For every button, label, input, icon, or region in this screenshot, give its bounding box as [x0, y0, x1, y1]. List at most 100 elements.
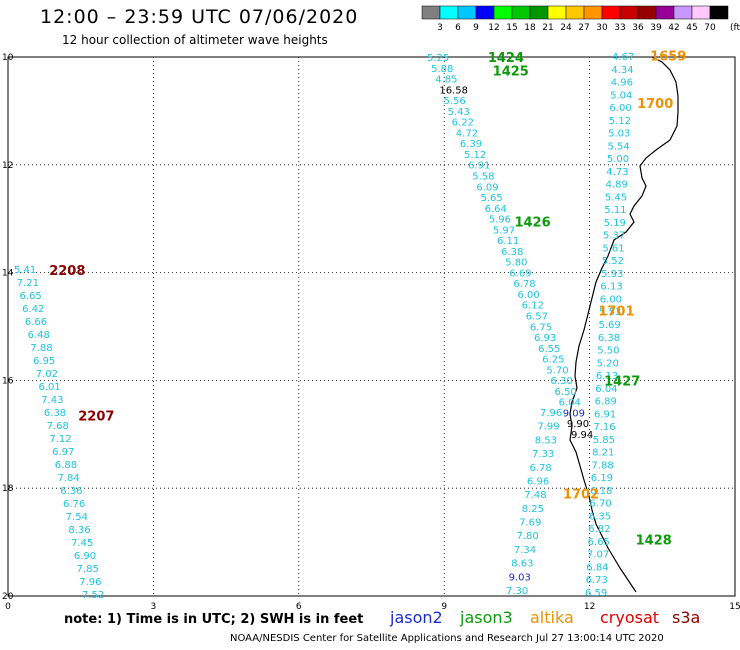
lat-tick-label: 10 [2, 53, 14, 63]
swh-value: 6.84 [586, 562, 608, 573]
swh-value: 6.22 [452, 118, 474, 129]
swh-value: 6.91 [594, 409, 616, 420]
swh-value: 6.82 [588, 524, 610, 535]
swh-value: 7.33 [532, 449, 554, 460]
swh-value: 5.45 [605, 192, 627, 203]
lat-tick-label: 18 [2, 484, 14, 494]
lon-tick-label: 6 [296, 602, 302, 610]
swh-value: 6.95 [33, 356, 55, 367]
swh-value: 6.93 [534, 333, 556, 344]
lat-tick-label: 14 [2, 269, 14, 279]
swh-value: 6.04 [559, 398, 581, 409]
lon-tick-label: 12 [584, 602, 595, 610]
swh-value: 7.16 [593, 422, 615, 433]
swh-value: 5.69 [599, 320, 621, 331]
colorbar-label: 45 [686, 23, 697, 33]
pass-label-1428: 1428 [636, 533, 672, 548]
swh-value: 5.00 [607, 154, 629, 165]
swh-value: 7.99 [537, 422, 559, 433]
swh-value: 6.13 [596, 371, 618, 382]
swh-value: 8.25 [522, 504, 544, 515]
swh-value: 6.89 [595, 397, 617, 408]
swh-value: 7.88 [30, 343, 52, 354]
swh-value: 7.43 [41, 395, 63, 406]
colorbar-swatch [637, 5, 657, 20]
lon-tick-label: 0 [5, 602, 11, 610]
swh-value: 7.07 [587, 550, 609, 561]
swh-value: 6.65 [588, 537, 610, 548]
pass-label-1425: 1425 [493, 64, 529, 79]
swh-value: 6.90 [74, 551, 96, 562]
swh-value: 5.96 [489, 215, 511, 226]
colorbar-swatch [709, 5, 729, 20]
pass-label-1426: 1426 [514, 215, 550, 230]
swh-value: 4.85 [435, 75, 457, 86]
swh-value: 6.73 [586, 575, 608, 586]
colorbar-label: 9 [473, 23, 479, 33]
swh-value: 9.03 [509, 572, 531, 583]
pass-label-1701: 1701 [598, 304, 634, 319]
swh-value: 6.75 [530, 322, 552, 333]
colorbar-swatch [529, 5, 549, 20]
swh-value: 8.21 [592, 448, 614, 459]
swh-value: 6.88 [55, 460, 77, 471]
swh-value: 6.35 [589, 511, 611, 522]
swh-value: 6.78 [530, 463, 552, 474]
colorbar-label: 21 [542, 23, 553, 33]
swh-value: 6.38 [598, 333, 620, 344]
swh-value: 5.56 [443, 96, 465, 107]
swh-value: 5.52 [602, 256, 624, 267]
swh-value: 7.52 [82, 590, 104, 601]
swh-value: 7.68 [47, 421, 69, 432]
colorbar-swatch [439, 5, 459, 20]
swh-value: 9.94 [571, 430, 593, 441]
swh-value: 6.39 [460, 139, 482, 150]
swh-value: 4.73 [606, 167, 628, 178]
swh-value: 4.34 [611, 65, 633, 76]
swh-value: 6.12 [522, 301, 544, 312]
colorbar-label: 6 [455, 23, 461, 33]
swh-value: 6.66 [25, 317, 47, 328]
colorbar-label: 27 [578, 23, 589, 33]
swh-value: 5.53 [599, 307, 621, 318]
swh-value: 6.04 [595, 384, 617, 395]
colorbar-unit: (ft) [730, 23, 740, 33]
colorbar-label: 33 [614, 23, 625, 33]
swh-tracks: 5.41 7.21 6.65 6.42 6.66 6.48 7.88 6.95 7.02 6.01… [14, 52, 634, 601]
colorbar-label: 70 [704, 23, 716, 33]
swh-value: 6.11 [497, 236, 519, 247]
swh-value: 5.04 [610, 90, 632, 101]
colorbar-swatch [421, 5, 441, 20]
colorbar-label: 39 [650, 23, 662, 33]
swh-value: 5.88 [431, 64, 453, 75]
swh-value: 7.96 [79, 577, 101, 588]
lon-tick-label: 3 [151, 602, 157, 610]
swh-value: 6.13 [600, 282, 622, 293]
swh-value: 5.93 [601, 269, 623, 280]
lat-tick-label: 16 [2, 376, 14, 386]
swh-value: 6.01 [38, 382, 60, 393]
swh-value: 5.12 [609, 116, 631, 127]
swh-value: 6.65 [19, 291, 41, 302]
swh-value: 6.30 [550, 376, 572, 387]
colorbar-swatch [601, 5, 621, 20]
swh-value: 6.96 [527, 476, 549, 487]
swh-value: 6.18 [590, 486, 612, 497]
swh-value: 7.96 [540, 408, 562, 419]
swh-value: 6.19 [591, 473, 613, 484]
swh-value: 4.72 [456, 128, 478, 139]
swh-value: 7.88 [591, 460, 613, 471]
swh-value: 5.11 [604, 205, 626, 216]
legend-s3a: s3a [672, 608, 701, 627]
colorbar-label: 36 [632, 23, 644, 33]
swh-value: 6.25 [542, 355, 564, 366]
legend-cryosat: cryosat [600, 608, 660, 627]
footer-note: note: 1) Time is in UTC; 2) SWH is in fe… [64, 612, 364, 627]
colorbar-label: 15 [506, 23, 517, 33]
swh-value: 6.91 [468, 161, 490, 172]
swh-value: 6.76 [63, 499, 85, 510]
map-subtitle: 12 hour collection of altimeter wave hei… [62, 33, 328, 47]
